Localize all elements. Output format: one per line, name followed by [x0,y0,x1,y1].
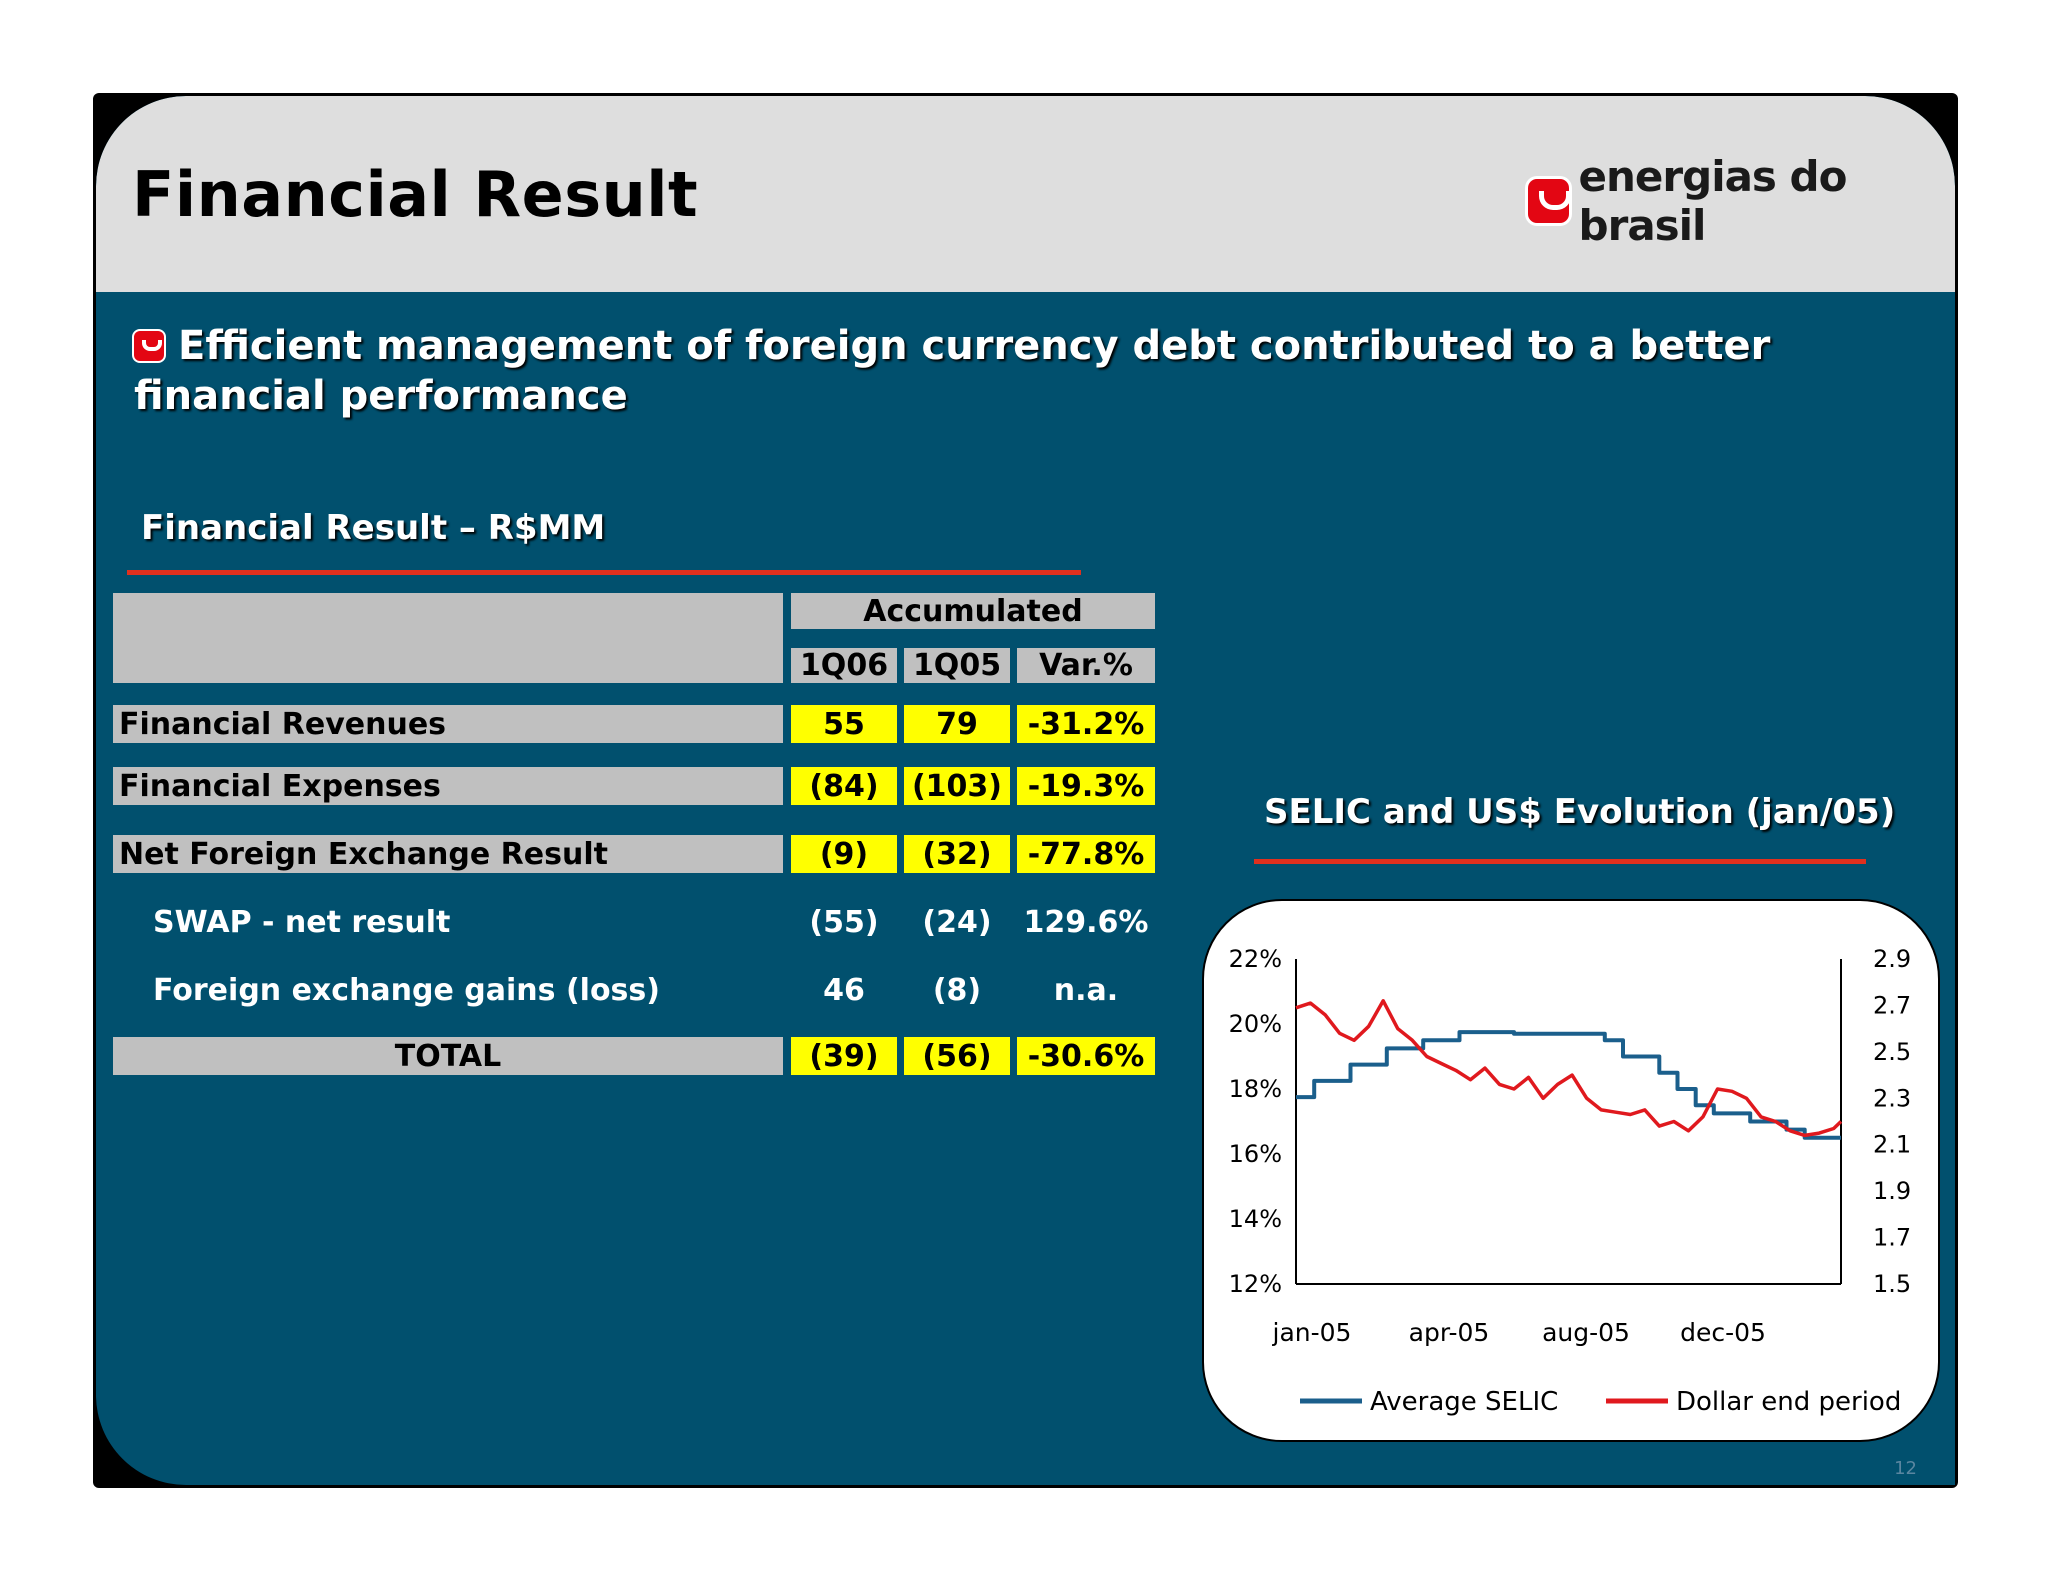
column-header-1q05: 1Q05 [904,648,1010,683]
cell-value: -19.3% [1017,767,1155,805]
y-right-tick-label: 1.9 [1873,1177,1911,1205]
y-right-tick-label: 2.3 [1873,1084,1911,1112]
legend-label: Average SELIC [1370,1387,1558,1417]
brand-logo: energias do brasil [1528,152,1955,250]
cell-value: 129.6% [1023,904,1149,940]
y-left-tick-label: 14% [1229,1205,1282,1233]
column-header-1q06: 1Q06 [791,648,897,683]
headline-bullet: Efficient management of foreign currency… [134,321,1874,421]
cell-value: -77.8% [1017,835,1155,873]
chart-section-title: SELIC and US$ Evolution (jan/05) [1264,792,1896,832]
chart-container: 22% 20% 18% 16% 14% 12% 2.9 2.7 2.5 2.3 2.1 1.9 1.7 1… [1202,899,1940,1442]
legend-label: Dollar end period [1676,1387,1901,1417]
cell-value: 79 [904,705,1010,743]
slide-frame: Financial Result energias do brasil Effi… [93,93,1958,1488]
smile-bullet-icon [134,331,164,361]
y-left-tick-label: 18% [1229,1075,1282,1103]
table-section-title: Financial Result – R$MM [141,508,606,548]
logo-text: energias do brasil [1578,152,1848,250]
x-tick-label: dec-05 [1680,1318,1766,1347]
cell-value: (8) [932,972,982,1008]
y-left-tick-label: 16% [1229,1140,1282,1168]
y-left-tick-label: 12% [1229,1270,1282,1298]
table-header-blank [113,593,783,683]
row-label-financial-expenses: Financial Expenses [113,767,783,805]
selic-usd-chart: 22% 20% 18% 16% 14% 12% 2.9 2.7 2.5 2.3 2.1 1.9 1.7 1… [1229,945,1912,1417]
cell-value: (84) [791,767,897,805]
row-label-financial-revenues: Financial Revenues [113,705,783,743]
column-header-var: Var.% [1017,648,1155,683]
cell-value: (39) [791,1037,897,1075]
table-title-underline [127,570,1081,575]
cell-value: -30.6% [1017,1037,1155,1075]
row-label-net-fx-result: Net Foreign Exchange Result [113,835,783,873]
cell-value: 55 [791,705,897,743]
cell-value: 46 [823,972,865,1008]
x-tick-label: aug-05 [1542,1318,1630,1347]
cell-value: (55) [809,904,879,940]
row-label-fx-gains: Foreign exchange gains (loss) [153,972,660,1008]
page-title: Financial Result [132,158,699,231]
x-tick-label: apr-05 [1409,1318,1490,1347]
slide-body: Financial Result energias do brasil Effi… [96,96,1955,1485]
y-right-tick-label: 1.5 [1873,1270,1911,1298]
y-right-tick-label: 2.7 [1873,991,1911,1019]
row-label-swap: SWAP - net result [153,904,451,940]
cell-value: (56) [904,1037,1010,1075]
cell-value: (103) [904,767,1010,805]
y-right-tick-label: 1.7 [1873,1224,1911,1252]
y-right-tick-label: 2.5 [1873,1038,1911,1066]
cell-value: -31.2% [1017,705,1155,743]
page-number: 12 [1894,1458,1917,1479]
cell-value: (9) [791,835,897,873]
headline-text: Efficient management of foreign currency… [134,323,1771,419]
row-label-total: TOTAL [113,1037,783,1075]
series-line-dollar [1295,999,1843,1138]
y-right-tick-label: 2.9 [1873,945,1911,973]
table-group-header: Accumulated [791,593,1155,629]
y-left-tick-label: 22% [1229,945,1282,973]
series-line-average-selic [1296,1030,1841,1140]
y-right-tick-label: 2.1 [1873,1131,1911,1159]
cell-value: (32) [904,835,1010,873]
slide-header: Financial Result energias do brasil [96,96,1955,292]
cell-value: n.a. [1053,972,1119,1008]
x-tick-label: jan-05 [1272,1318,1352,1347]
chart-title-underline [1254,859,1866,864]
cell-value: (24) [922,904,992,940]
y-left-tick-label: 20% [1229,1010,1282,1038]
smile-logo-icon [1528,179,1571,223]
